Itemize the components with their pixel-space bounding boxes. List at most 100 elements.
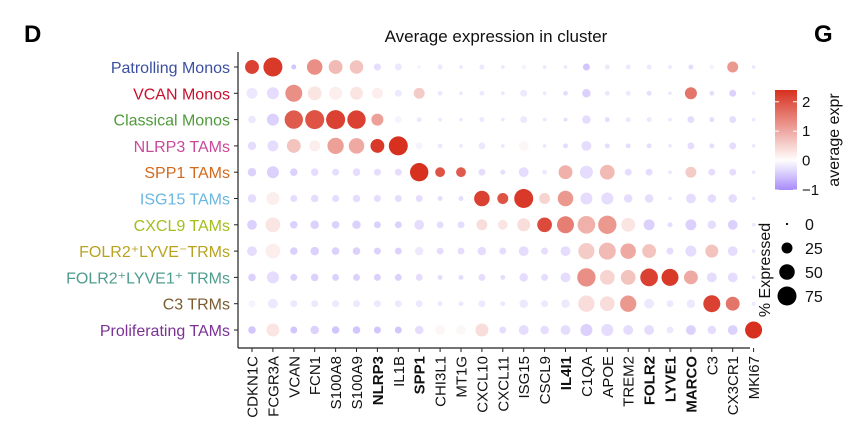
dot-9-16 — [578, 295, 595, 312]
dot-8-18 — [620, 270, 636, 285]
dot-2-2 — [284, 110, 303, 129]
dot-1-14 — [542, 91, 547, 96]
dot-1-3 — [307, 86, 322, 101]
dot-1-21 — [684, 87, 697, 100]
dot-3-3 — [309, 140, 321, 152]
dot-4-13 — [518, 167, 529, 178]
dot-6-6 — [373, 221, 381, 229]
dot-10-17 — [601, 323, 614, 337]
dot-5-17 — [601, 192, 614, 205]
dot-6-24 — [751, 222, 756, 227]
dot-9-7 — [394, 300, 402, 308]
dot-4-3 — [310, 168, 319, 176]
dot-9-14 — [541, 300, 549, 308]
dot-7-13 — [518, 246, 529, 257]
dot-3-21 — [687, 142, 695, 150]
dot-8-6 — [373, 273, 381, 281]
dot-5-15 — [557, 190, 574, 207]
dot-4-19 — [645, 168, 653, 176]
dot-5-24 — [751, 196, 756, 201]
gene-label-3: FCN1 — [307, 356, 324, 395]
dot-6-10 — [457, 221, 465, 229]
dot-9-13 — [519, 299, 528, 308]
dot-1-8 — [413, 87, 425, 99]
dot-5-19 — [644, 194, 654, 203]
dot-9-4 — [332, 300, 340, 308]
dot-7-1 — [265, 243, 281, 259]
gene-label-4: S100A8 — [328, 356, 345, 409]
dot-3-7 — [388, 136, 408, 156]
dot-3-15 — [563, 143, 568, 149]
dot-8-11 — [478, 273, 486, 281]
dot-10-13 — [518, 325, 529, 335]
dot-9-8 — [415, 300, 423, 308]
dot-6-0 — [247, 219, 257, 230]
dot-1-1 — [266, 87, 279, 100]
dot-10-8 — [414, 325, 424, 335]
dot-1-2 — [285, 84, 303, 102]
dot-6-22 — [707, 220, 717, 230]
dot-3-13 — [518, 140, 529, 151]
dot-6-12 — [497, 219, 508, 230]
dot-5-21 — [685, 193, 696, 204]
dot-9-9 — [437, 301, 443, 307]
dot-9-2 — [290, 300, 298, 308]
size-legend-dot-1 — [781, 242, 793, 254]
chart-title: Average expression in cluster — [385, 27, 608, 46]
dot-8-19 — [640, 268, 658, 287]
dot-4-20 — [668, 170, 672, 175]
dot-4-17 — [599, 164, 615, 180]
dot-2-20 — [668, 117, 672, 122]
dot-5-20 — [668, 196, 672, 201]
dot-7-4 — [331, 247, 340, 255]
dot-9-20 — [666, 300, 674, 308]
dot-9-24 — [751, 301, 756, 306]
gene-label-8: SPP1 — [412, 356, 429, 394]
dot-10-12 — [499, 326, 507, 334]
dot-6-18 — [621, 217, 636, 232]
dot-4-2 — [290, 168, 298, 176]
dot-10-11 — [475, 323, 489, 337]
dot-10-20 — [666, 326, 674, 334]
dot-3-17 — [604, 143, 610, 149]
gene-label-12: CXCL11 — [495, 356, 512, 412]
dot-2-11 — [479, 117, 485, 123]
gene-label-18: TREM2 — [621, 356, 638, 407]
dot-9-12 — [500, 301, 506, 307]
color-tick-0: 2 — [802, 94, 810, 111]
dot-8-10 — [458, 274, 464, 280]
dot-9-11 — [478, 300, 486, 308]
dot-1-4 — [329, 86, 343, 100]
dot-7-16 — [578, 242, 595, 260]
dot-7-2 — [290, 247, 298, 255]
dot-1-7 — [394, 89, 402, 97]
dot-3-22 — [709, 143, 715, 149]
dot-6-19 — [643, 219, 655, 231]
dot-8-4 — [332, 273, 340, 281]
dot-0-14 — [542, 65, 547, 69]
dot-6-21 — [685, 219, 697, 231]
size-legend-dot-3 — [777, 286, 797, 306]
gene-label-14: CSCL9 — [537, 356, 554, 404]
gene-label-15: IL4I1 — [558, 356, 575, 390]
dot-9-17 — [599, 296, 615, 312]
dot-9-23 — [725, 296, 740, 311]
dot-7-21 — [685, 245, 697, 257]
cluster-label-1: VCAN Monos — [133, 86, 230, 103]
dot-2-19 — [646, 117, 652, 123]
dot-0-22 — [709, 64, 715, 70]
dot-0-8 — [417, 65, 422, 69]
gene-label-22: C3 — [704, 356, 721, 375]
dot-0-11 — [479, 64, 485, 70]
size-legend-label-1: 25 — [805, 241, 823, 258]
dot-3-18 — [625, 143, 631, 149]
dot-5-4 — [332, 195, 340, 202]
dot-4-14 — [542, 169, 548, 175]
dot-0-18 — [625, 64, 631, 70]
dot-10-2 — [290, 326, 298, 334]
color-tick-3: −1 — [802, 182, 819, 199]
dot-5-10 — [458, 196, 464, 201]
dot-8-17 — [599, 270, 615, 285]
dot-2-7 — [394, 116, 402, 124]
dot-4-1 — [266, 166, 279, 179]
